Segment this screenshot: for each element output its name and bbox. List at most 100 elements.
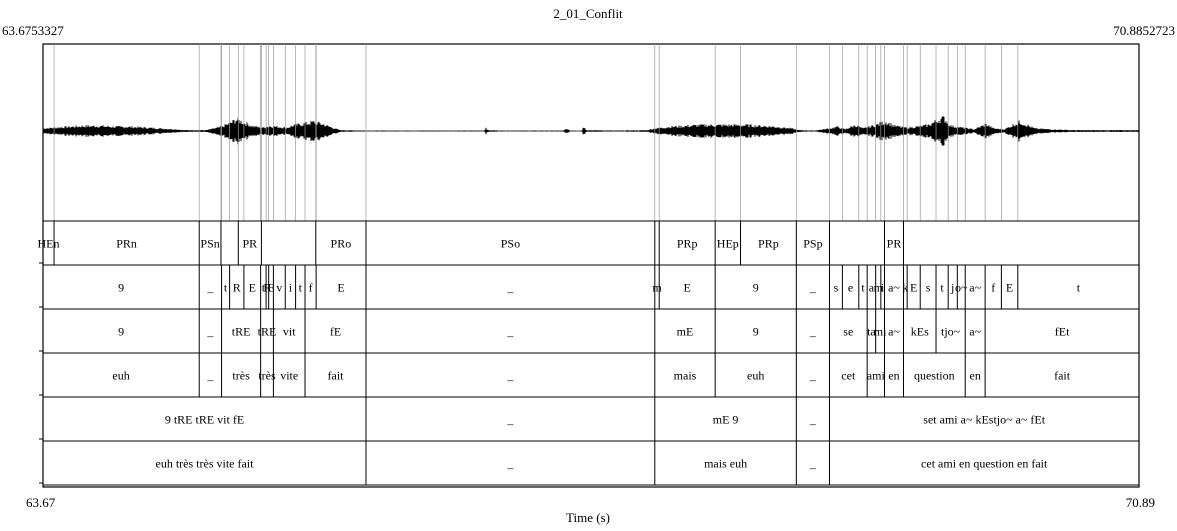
interval-label: ami — [867, 369, 886, 383]
interval-label: R — [233, 281, 241, 295]
interval-label: _ — [506, 457, 514, 471]
interval-label: e — [848, 281, 853, 295]
interval-label: _ — [809, 369, 817, 383]
interval-label: HEn — [38, 237, 60, 251]
interval-label: _ — [506, 281, 514, 295]
interval-label: _ — [809, 325, 817, 339]
interval-label: E — [1006, 281, 1013, 295]
interval-label: t — [940, 281, 944, 295]
interval-label: question — [914, 369, 955, 383]
interval-label: t — [299, 281, 303, 295]
interval-label: t — [861, 281, 865, 295]
interval-label: 9 — [118, 325, 124, 339]
interval-label: PRp — [677, 237, 698, 251]
tier-row: HEn PRn PSn PR PRo PSo PRp HEp PRp PSp PR — [38, 220, 1139, 265]
interval-label: v — [276, 281, 282, 295]
interval-label: i — [881, 281, 885, 295]
interval-label: _ — [506, 325, 514, 339]
interval-label: set ami a~ kEstjo~ a~ fEt — [923, 413, 1045, 427]
interval-label: PSo — [501, 237, 520, 251]
interval-label: a~ — [888, 325, 900, 339]
interval-label: cet — [841, 369, 856, 383]
interval-label: 9 — [118, 281, 124, 295]
interval-label: en — [888, 369, 899, 383]
interval-label: m — [874, 281, 884, 295]
interval-label: vit — [283, 325, 296, 339]
interval-label: 9 tRE tRE vit fE — [165, 413, 244, 427]
interval-label: a~ — [888, 281, 900, 295]
interval-label: PSn — [200, 237, 219, 251]
tier-row: 9 tRE tRE vit fE _ mE 9 _ set ami a~ kEstjo~… — [39, 396, 1139, 441]
interval-label: PR — [887, 237, 902, 251]
waveform — [42, 116, 1140, 146]
interval-label: k — [902, 281, 908, 295]
interval-label: 9 — [753, 281, 759, 295]
interval-label: t — [262, 281, 266, 295]
interval-label: o~ — [955, 281, 968, 295]
interval-label: fait — [328, 369, 345, 383]
interval-label: PSp — [803, 237, 822, 251]
interval-label: a~ — [969, 325, 981, 339]
interval-label: très — [258, 369, 276, 383]
interval-label: _ — [809, 413, 817, 427]
interval-label: s — [834, 281, 839, 295]
interval-label: E — [684, 281, 691, 295]
end-time-label: 70.89 — [1126, 495, 1155, 510]
interval-label: E — [267, 281, 274, 295]
interval-label: R — [263, 281, 271, 295]
interval-label: tjo~ — [941, 325, 961, 339]
start-time-label: 63.67 — [26, 495, 56, 510]
interval-label: E — [249, 281, 256, 295]
interval-label: tRE — [258, 325, 277, 339]
interval-label: kEs — [911, 325, 929, 339]
interval-label: PRo — [331, 237, 352, 251]
interval-label: en — [970, 369, 981, 383]
interval-label: euh — [747, 369, 764, 383]
interval-label: fEt — [1055, 325, 1070, 339]
interval-label: vite — [280, 369, 298, 383]
end-time-precise: 70.8852723 — [1113, 23, 1175, 38]
interval-label: mais euh — [704, 457, 747, 471]
interval-label: PRn — [116, 237, 137, 251]
interval-label: a~ — [969, 281, 981, 295]
interval-label: t — [1077, 281, 1081, 295]
interval-label: s — [926, 281, 931, 295]
tier-row: euh _ très très vite fait _ mais euh _ cet ami en que… — [39, 352, 1139, 397]
interval-label: _ — [809, 281, 817, 295]
interval-label: _ — [206, 325, 214, 339]
interval-label: a — [869, 281, 875, 295]
interval-label: f — [991, 281, 995, 295]
interval-label: _ — [206, 369, 214, 383]
interval-label: _ — [206, 281, 214, 295]
interval-label: _ — [506, 413, 514, 427]
interval-label: _ — [809, 457, 817, 471]
interval-label: tRE — [232, 325, 251, 339]
tier-row: euh très très vite fait _ mais euh _ cet ami… — [39, 440, 1139, 485]
chart-title: 2_01_Conflit — [553, 6, 623, 21]
interval-label: fE — [330, 325, 341, 339]
interval-label: j — [950, 281, 954, 295]
interval-label: PR — [242, 237, 257, 251]
interval-label: PRp — [758, 237, 779, 251]
interval-boundary-lines — [53, 44, 1019, 221]
interval-label: très — [232, 369, 250, 383]
interval-label: ta — [867, 325, 876, 339]
interval-label: se — [843, 325, 853, 339]
interval-label: HEp — [717, 237, 739, 251]
interval-label: mE 9 — [713, 413, 739, 427]
interval-label: cet ami en question en fait — [921, 457, 1048, 471]
x-axis-label: Time (s) — [566, 510, 610, 525]
start-time-precise: 63.6753327 — [2, 23, 64, 38]
interval-label: euh très très vite fait — [156, 457, 255, 471]
interval-label: mE — [677, 325, 694, 339]
interval-label: E — [910, 281, 917, 295]
interval-label: i — [289, 281, 293, 295]
interval-label: t — [224, 281, 228, 295]
interval-label: f — [309, 281, 313, 295]
interval-label: m — [652, 281, 662, 295]
